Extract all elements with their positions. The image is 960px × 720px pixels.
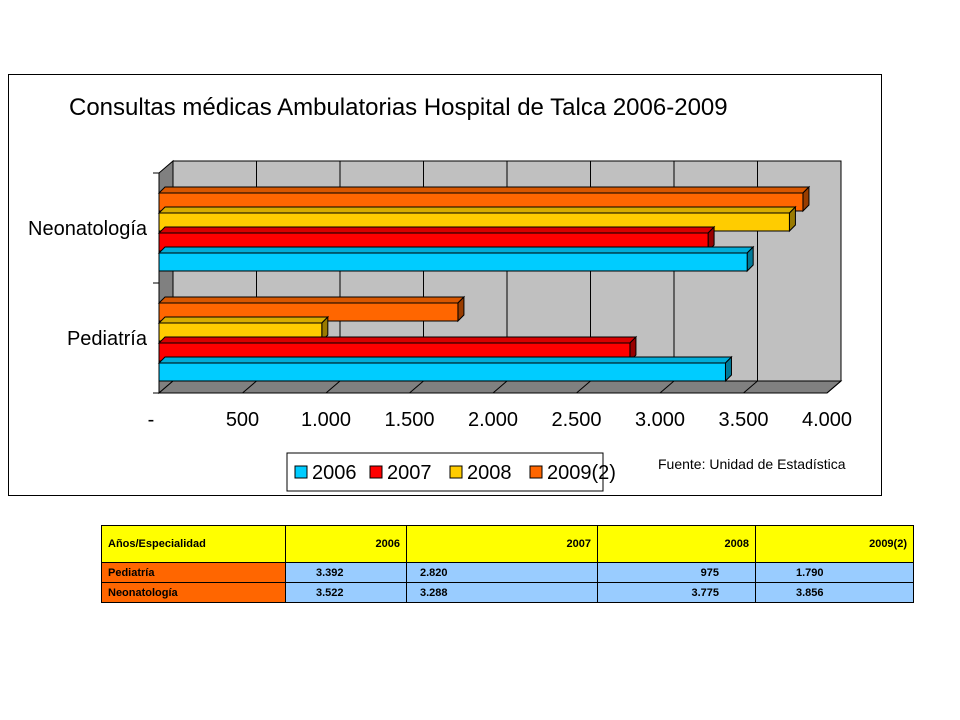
legend-label: 2009(2) (547, 462, 616, 484)
gridline-floor (743, 380, 758, 394)
legend-label: 2007 (387, 462, 432, 484)
bar-chart: Consultas médicas Ambulatorias Hospital … (28, 94, 852, 492)
table-header-cell: Años/Especialidad (101, 525, 286, 563)
chart-title: Consultas médicas Ambulatorias Hospital … (69, 94, 728, 121)
x-tick-label: 4.000 (802, 409, 852, 431)
table-row: Neonatología 3.522 3.288 3.775 3.856 (101, 582, 914, 603)
gridline-floor (409, 380, 424, 394)
bar-top (157, 246, 755, 254)
table-header-cell: 2007 (406, 525, 598, 563)
x-tick-label: 3.500 (718, 409, 768, 431)
table-header-row: Años/Especialidad 2006 2007 2008 2009(2) (101, 525, 914, 563)
table-header-cell: 2006 (285, 525, 407, 563)
table-cell: 3.288 (406, 582, 598, 603)
gridline-floor (492, 380, 508, 394)
bar-top (157, 186, 811, 194)
legend-box (286, 452, 604, 492)
bar-top (157, 226, 716, 234)
table-header-cell: 2009(2) (755, 525, 914, 563)
data-table: Años/Especialidad 2006 2007 2008 2009(2)… (101, 525, 914, 603)
x-tick-label: 3.000 (635, 409, 685, 431)
legend-label: 2008 (467, 462, 512, 484)
gridline-floor (659, 380, 675, 394)
table-cell: 3.856 (755, 582, 914, 603)
legend-swatch (369, 465, 383, 479)
chart-frame: Consultas médicas Ambulatorias Hospital … (8, 74, 882, 496)
bar (158, 362, 726, 382)
bar-top (157, 206, 797, 214)
category-label: Pediatría (67, 328, 148, 350)
table-cell: 3.392 (285, 562, 407, 583)
table-row: Pediatría 3.392 2.820 975 1.790 (101, 562, 914, 583)
bar-top (157, 296, 466, 304)
bar-top (157, 316, 330, 324)
bar (158, 252, 748, 272)
legend-swatch (529, 465, 543, 479)
bar-top (157, 336, 638, 344)
table-cell: 3.522 (285, 582, 407, 603)
category-label: Neonatología (28, 218, 148, 240)
table-row-label: Pediatría (101, 562, 286, 583)
gridline-floor (576, 380, 591, 394)
x-tick-label: 500 (226, 409, 259, 431)
source-note: Fuente: Unidad de Estadística (658, 456, 846, 472)
x-tick-label: 2.500 (551, 409, 601, 431)
legend-swatch (294, 465, 308, 479)
x-tick-label: - (148, 409, 155, 431)
x-tick-label: 1.500 (384, 409, 434, 431)
table-cell: 3.775 (597, 582, 756, 603)
legend-label: 2006 (312, 462, 357, 484)
x-tick-label: 2.000 (468, 409, 518, 431)
x-tick-label: 1.000 (301, 409, 351, 431)
table-cell: 1.790 (755, 562, 914, 583)
table-cell: 2.820 (406, 562, 598, 583)
table-cell: 975 (597, 562, 756, 583)
legend-swatch (449, 465, 463, 479)
gridline-floor (826, 380, 842, 394)
table-row-label: Neonatología (101, 582, 286, 603)
gridline-floor (242, 380, 257, 394)
bar-top (157, 356, 733, 364)
table-header-cell: 2008 (597, 525, 756, 563)
gridline-floor (325, 380, 341, 394)
